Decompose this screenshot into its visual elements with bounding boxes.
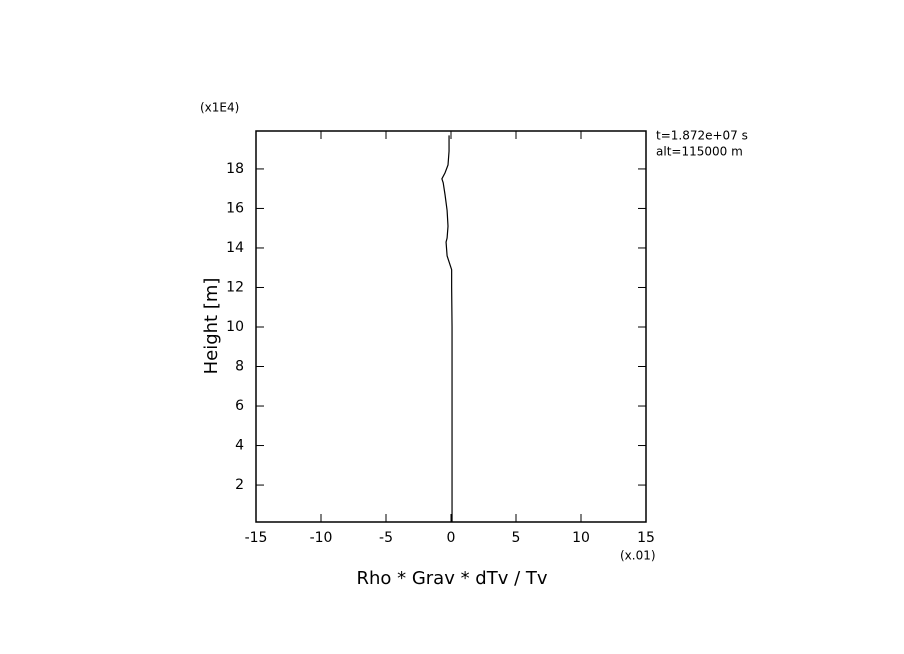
x-tick-label: 15 (637, 530, 655, 546)
plot-frame (255, 130, 647, 523)
annotation: alt=115000 m (656, 145, 743, 159)
y-tick-label: 8 (235, 359, 244, 375)
y-tick-label: 4 (235, 438, 244, 454)
y-tick-label: 16 (226, 200, 244, 216)
y-tick-label: 6 (235, 398, 244, 414)
annotation: t=1.872e+07 s (656, 129, 748, 143)
x-tick-label: 0 (447, 530, 456, 546)
x-axis-label: Rho * Grav * dTv / Tv (356, 568, 547, 589)
y-tick-label: 10 (226, 319, 244, 335)
profile-line (441, 135, 453, 522)
y-tick-label: 18 (226, 161, 244, 177)
y-tick-label: 12 (226, 279, 244, 295)
x-tick-label: -10 (310, 530, 333, 546)
x-multiplier: (x.01) (620, 549, 656, 563)
x-tick-label: -15 (245, 530, 268, 546)
y-axis-label: Height [m] (201, 278, 222, 375)
y-tick-label: 2 (235, 477, 244, 493)
x-tick-label: -5 (379, 530, 393, 546)
y-multiplier: (x1E4) (200, 101, 239, 115)
x-tick-label: 10 (572, 530, 590, 546)
y-tick-label: 14 (226, 240, 244, 256)
x-tick-label: 5 (512, 530, 521, 546)
